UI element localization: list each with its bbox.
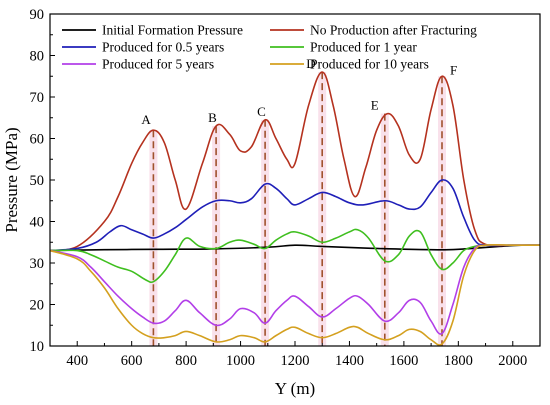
y-tick-label: 60 bbox=[30, 132, 45, 148]
x-tick-label: 1600 bbox=[389, 353, 418, 369]
x-tick-label: 800 bbox=[175, 353, 197, 369]
annotation-f: F bbox=[450, 62, 457, 77]
y-tick-label: 90 bbox=[30, 7, 45, 23]
y-tick-label: 70 bbox=[30, 90, 45, 106]
y-axis-title: Pressure (MPa) bbox=[2, 127, 21, 232]
x-tick-label: 1000 bbox=[226, 353, 255, 369]
y-tick-label: 20 bbox=[30, 298, 45, 314]
annotation-b: B bbox=[208, 110, 217, 125]
y-tick-label: 50 bbox=[30, 173, 45, 189]
legend: Initial Formation Pressure No Production … bbox=[62, 23, 477, 72]
series-line-4 bbox=[49, 244, 540, 335]
fracture-bands bbox=[149, 72, 446, 347]
y-tick-label: 40 bbox=[30, 215, 45, 231]
series-line-2 bbox=[49, 179, 540, 252]
annotation-c: C bbox=[257, 104, 266, 119]
legend-label-4: Produced for 5 years bbox=[102, 57, 214, 72]
legend-label-2: Produced for 0.5 years bbox=[102, 40, 224, 55]
annotation-d: D bbox=[306, 56, 315, 71]
series-line-0 bbox=[49, 244, 541, 252]
y-tick-label: 30 bbox=[30, 256, 45, 272]
x-tick-label: 400 bbox=[66, 353, 88, 369]
x-tick-label: 2000 bbox=[498, 353, 527, 369]
axis-ticks: 400 600 800 1000 1200 1400 1600 1800 2000 10 20 30 4… bbox=[30, 7, 541, 369]
x-tick-label: 600 bbox=[121, 353, 143, 369]
y-tick-label: 80 bbox=[30, 49, 45, 65]
x-tick-label: 1200 bbox=[281, 353, 310, 369]
legend-label-0: Initial Formation Pressure bbox=[102, 23, 243, 38]
annotations: A B C D E F bbox=[141, 56, 457, 127]
series-line-1 bbox=[49, 71, 541, 252]
series-line-3 bbox=[49, 228, 540, 284]
y-tick-label: 10 bbox=[30, 339, 45, 355]
legend-label-3: Produced for 1 year bbox=[310, 40, 417, 55]
legend-label-1: No Production after Fracturing bbox=[310, 23, 477, 38]
legend-label-5: Produced for 10 years bbox=[310, 57, 429, 72]
x-axis-title: Y (m) bbox=[275, 379, 315, 398]
fracture-guide-lines bbox=[152, 72, 443, 346]
fracture-band-b bbox=[212, 126, 221, 346]
annotation-e: E bbox=[371, 98, 379, 113]
annotation-a: A bbox=[141, 112, 151, 127]
x-tick-label: 1400 bbox=[335, 353, 364, 369]
series-lines bbox=[49, 71, 541, 346]
x-tick-label: 1800 bbox=[444, 353, 473, 369]
series-line-5 bbox=[49, 243, 540, 346]
